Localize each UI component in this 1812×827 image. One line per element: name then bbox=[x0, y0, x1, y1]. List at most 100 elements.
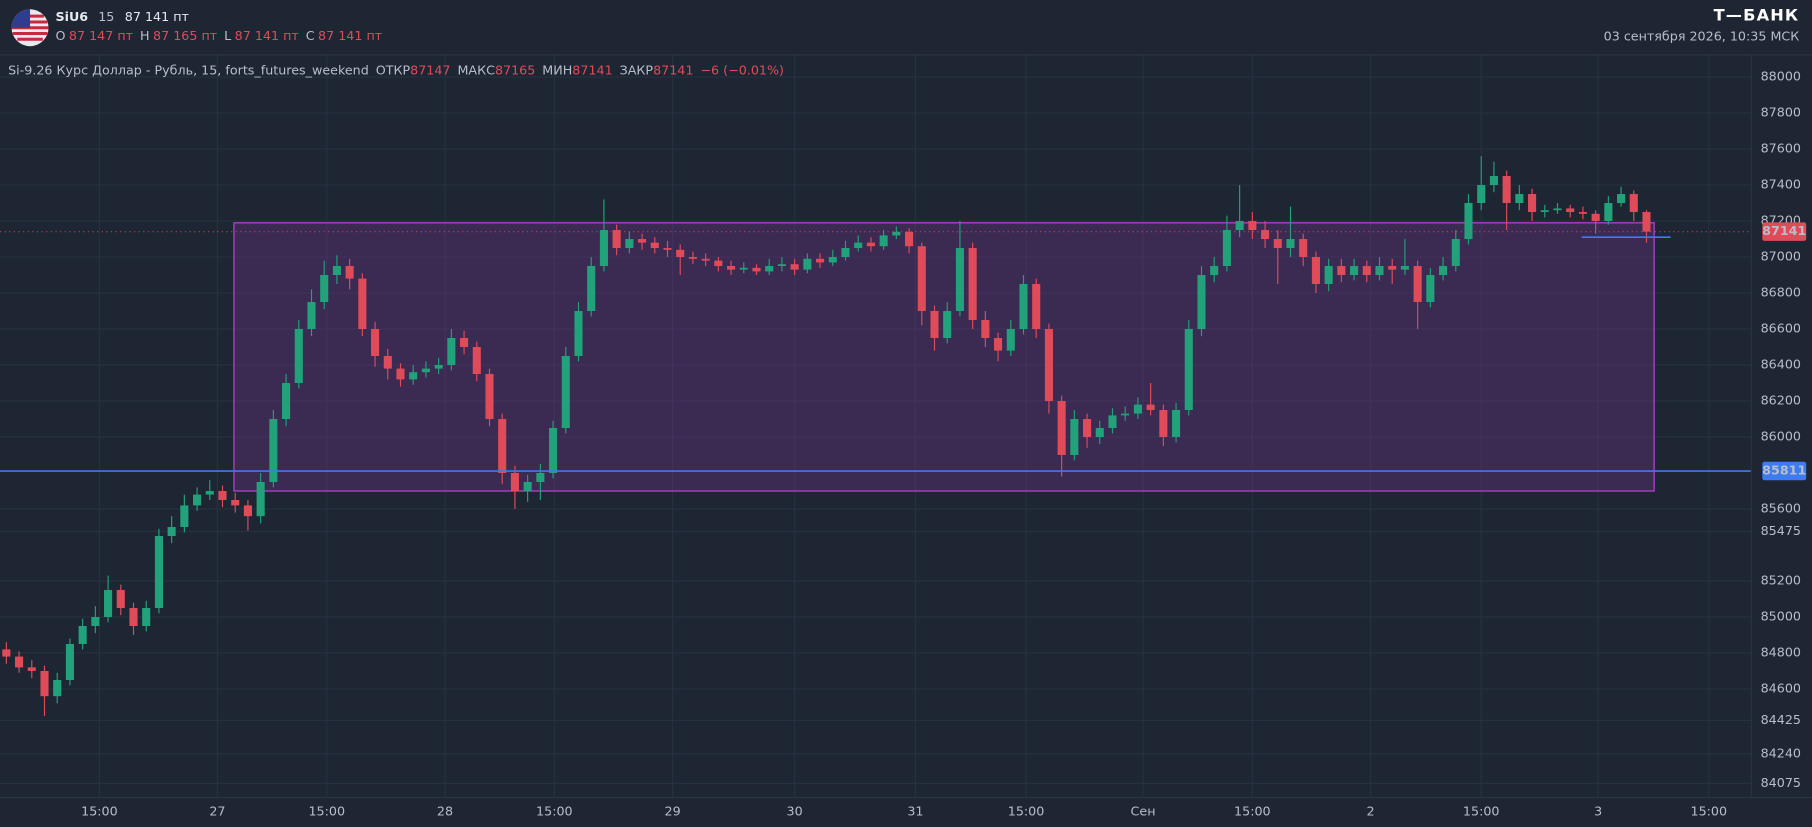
candle-body bbox=[1324, 266, 1333, 285]
instrument-legend: Si-9.26 Курс Доллар - Рубль, 15, forts_f… bbox=[8, 62, 784, 77]
candle-body bbox=[549, 428, 558, 474]
candle-body bbox=[472, 347, 481, 375]
candle-body bbox=[1451, 239, 1460, 267]
level-tag bbox=[1762, 461, 1807, 481]
candle-body bbox=[790, 264, 799, 270]
y-tick-label: 86200 bbox=[1761, 393, 1801, 408]
candle-body bbox=[129, 607, 138, 626]
candle-body bbox=[1184, 329, 1193, 411]
candle-body bbox=[1629, 194, 1638, 213]
x-tick-label: 15:00 bbox=[1008, 803, 1045, 818]
candle-body bbox=[332, 266, 341, 276]
candle-body bbox=[358, 278, 367, 330]
x-tick-label: 27 bbox=[209, 803, 225, 818]
ohlc-value: 87 141 пт bbox=[235, 27, 300, 42]
x-tick-label: 2 bbox=[1367, 803, 1375, 818]
candle-body bbox=[1108, 415, 1117, 429]
candle-body bbox=[1273, 239, 1282, 249]
candle-body bbox=[205, 490, 214, 495]
x-tick-label: 15:00 bbox=[308, 803, 345, 818]
candle-body bbox=[256, 481, 265, 517]
x-tick-label: 15:00 bbox=[1234, 803, 1271, 818]
y-tick-label: 87600 bbox=[1761, 141, 1801, 156]
candle-body bbox=[180, 505, 189, 527]
candle-body bbox=[650, 242, 659, 249]
candle-body bbox=[1235, 221, 1244, 231]
candle-body bbox=[523, 481, 532, 491]
candle-body bbox=[739, 267, 748, 270]
candle-body bbox=[599, 230, 608, 267]
y-tick-label: 86800 bbox=[1761, 285, 1801, 300]
candle-body bbox=[1350, 266, 1359, 276]
candle-body bbox=[803, 258, 812, 270]
y-tick-label: 85475 bbox=[1761, 523, 1801, 538]
candle-body bbox=[663, 248, 672, 250]
stat-value: 87165 bbox=[495, 62, 535, 77]
candle-body bbox=[574, 311, 583, 357]
candle-body bbox=[1477, 185, 1486, 204]
candle-body bbox=[688, 257, 697, 259]
y-tick-label: 84075 bbox=[1761, 775, 1801, 790]
candle-body bbox=[383, 356, 392, 369]
y-tick-label: 87800 bbox=[1761, 105, 1801, 120]
candle-body bbox=[1464, 203, 1473, 240]
candle-body bbox=[1095, 428, 1104, 438]
candle-body bbox=[1311, 257, 1320, 285]
candle-body bbox=[1591, 213, 1600, 222]
candle-body bbox=[345, 266, 354, 279]
y-tick-label: 87000 bbox=[1761, 249, 1801, 264]
candle-body bbox=[1413, 266, 1422, 303]
candle-body bbox=[879, 235, 888, 247]
x-tick-label: 29 bbox=[665, 803, 681, 818]
candle-body bbox=[485, 374, 494, 420]
ohlc-value: 87 147 пт bbox=[69, 27, 134, 42]
candle-body bbox=[1222, 230, 1231, 267]
candle-body bbox=[1083, 419, 1092, 438]
candle-body bbox=[917, 246, 926, 312]
candle-body bbox=[434, 365, 443, 369]
candle-body bbox=[1528, 194, 1537, 213]
candle-body bbox=[676, 249, 685, 258]
candle-body bbox=[27, 667, 36, 671]
y-tick-label: 85000 bbox=[1761, 608, 1801, 623]
candle-body bbox=[727, 266, 736, 270]
candle-body bbox=[981, 320, 990, 339]
candle-body bbox=[1553, 208, 1562, 211]
x-tick-label: 15:00 bbox=[1463, 803, 1500, 818]
candle-body bbox=[1337, 266, 1346, 276]
candle-body bbox=[892, 231, 901, 236]
candle-body bbox=[943, 311, 952, 339]
candle-body bbox=[396, 368, 405, 380]
candle-body bbox=[320, 275, 329, 303]
candle-body bbox=[447, 338, 456, 366]
flag-icon bbox=[11, 9, 49, 47]
candle-body bbox=[1566, 208, 1575, 213]
instrument: Si-9.26 Курс Доллар - Рубль, 15, forts_f… bbox=[8, 62, 369, 77]
y-tick-label: 84425 bbox=[1761, 712, 1801, 727]
candle-body bbox=[536, 473, 545, 482]
candle-body bbox=[167, 526, 176, 536]
candle-body bbox=[1197, 275, 1206, 330]
stat-key: ОТКР bbox=[376, 62, 411, 77]
candle-body bbox=[1057, 401, 1066, 456]
candle-body bbox=[1172, 410, 1181, 438]
candle-body bbox=[1133, 404, 1142, 414]
candle-body bbox=[612, 230, 621, 249]
candle-body bbox=[1502, 176, 1511, 204]
y-tick-label: 87400 bbox=[1761, 177, 1801, 192]
stat-value: 87147 bbox=[410, 62, 450, 77]
candle-body bbox=[1578, 212, 1587, 214]
candle-body bbox=[1400, 266, 1409, 270]
candle-body bbox=[968, 248, 977, 321]
ohlc-key: Н bbox=[140, 27, 150, 42]
ohlc-header: О 87 147 пт Н 87 165 пт L 87 141 пт С 87 141 пт bbox=[55, 27, 382, 42]
ohlc-key: О bbox=[55, 27, 65, 42]
candle-body bbox=[1032, 284, 1041, 330]
candle-body bbox=[930, 311, 939, 339]
ohlc-key: С bbox=[306, 27, 315, 42]
candle-body bbox=[1019, 284, 1028, 330]
stat-value: 87141 bbox=[653, 62, 693, 77]
stat-key: МАКС bbox=[457, 62, 495, 77]
candle-body bbox=[587, 266, 596, 312]
